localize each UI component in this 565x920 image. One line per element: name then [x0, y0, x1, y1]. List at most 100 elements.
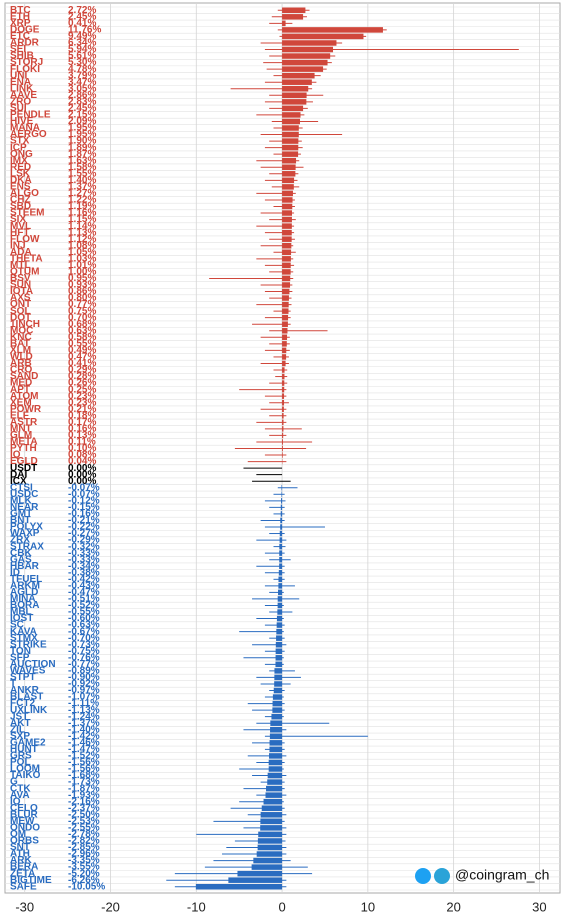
bar	[282, 178, 294, 183]
bar	[276, 649, 282, 654]
bar	[282, 387, 284, 392]
bar	[282, 269, 291, 274]
bar	[262, 805, 282, 810]
bar	[276, 642, 282, 647]
bar	[282, 354, 286, 359]
bar	[282, 243, 291, 248]
bar	[282, 446, 283, 451]
bar	[282, 112, 300, 117]
bar	[282, 250, 291, 255]
bar	[269, 747, 282, 752]
bar	[282, 236, 292, 241]
bar	[280, 518, 282, 523]
bar	[277, 622, 282, 627]
bar	[257, 851, 282, 856]
bar	[264, 799, 283, 804]
bar	[282, 420, 283, 425]
bar	[278, 596, 282, 601]
bar	[260, 819, 282, 824]
coin-label: SAFE	[10, 881, 37, 892]
bar	[253, 858, 282, 863]
bar	[196, 884, 282, 889]
bar	[274, 681, 282, 686]
bar	[279, 557, 282, 562]
bar	[282, 452, 283, 457]
watermark-text: @coingram_ch	[455, 867, 549, 883]
bar	[282, 40, 336, 45]
bar	[282, 8, 305, 13]
bar	[273, 701, 283, 706]
bar	[282, 132, 299, 137]
bar	[282, 204, 292, 209]
bar	[269, 753, 282, 758]
bar	[280, 537, 282, 542]
bar	[280, 524, 282, 529]
bar	[282, 119, 300, 124]
bar	[282, 34, 363, 39]
bar	[279, 563, 282, 568]
bar	[258, 845, 282, 850]
bar	[258, 832, 282, 837]
bar	[282, 367, 284, 372]
bar	[237, 871, 282, 876]
bar	[282, 335, 287, 340]
bar	[282, 308, 288, 313]
bar	[268, 773, 282, 778]
bar	[270, 740, 283, 745]
bar	[282, 99, 306, 104]
bar	[282, 217, 292, 222]
bar	[282, 439, 283, 444]
bar	[274, 675, 282, 680]
bar	[282, 263, 291, 268]
bar	[282, 165, 296, 170]
bar	[273, 694, 282, 699]
bar	[282, 282, 290, 287]
bar	[282, 21, 286, 26]
bar	[282, 93, 307, 98]
bar	[275, 662, 282, 667]
x-tick-label: 0	[278, 899, 285, 914]
bar	[282, 14, 303, 19]
bar	[282, 223, 292, 228]
bar	[270, 720, 282, 725]
bar	[281, 498, 282, 503]
bar	[282, 197, 292, 202]
bar	[277, 616, 282, 621]
bar	[282, 125, 299, 130]
bar	[278, 603, 282, 608]
bar	[282, 47, 333, 52]
bar	[282, 171, 295, 176]
bar	[282, 73, 315, 78]
bar	[282, 374, 284, 379]
twitter-icon	[415, 868, 431, 884]
x-tick-label: 10	[361, 899, 375, 914]
bar	[282, 151, 298, 156]
bar	[277, 609, 282, 614]
bar	[282, 60, 327, 65]
value-label: -10.05%	[68, 881, 105, 892]
bar	[266, 786, 282, 791]
x-tick-label: 20	[446, 899, 460, 914]
bar	[282, 426, 283, 431]
bar	[282, 289, 289, 294]
bar	[252, 864, 282, 869]
x-tick-label: -20	[101, 899, 120, 914]
bar	[282, 380, 284, 385]
bar	[260, 825, 282, 830]
bar	[261, 812, 282, 817]
bar	[282, 184, 294, 189]
bar	[281, 505, 282, 510]
x-tick-label: -30	[15, 899, 34, 914]
bar	[280, 531, 282, 536]
bar	[282, 106, 303, 111]
bar	[276, 629, 282, 634]
bar	[282, 230, 292, 235]
bar	[282, 302, 289, 307]
bar	[266, 792, 283, 797]
bar	[269, 760, 282, 765]
bar	[278, 590, 282, 595]
bar	[282, 361, 286, 366]
bar	[258, 838, 282, 843]
